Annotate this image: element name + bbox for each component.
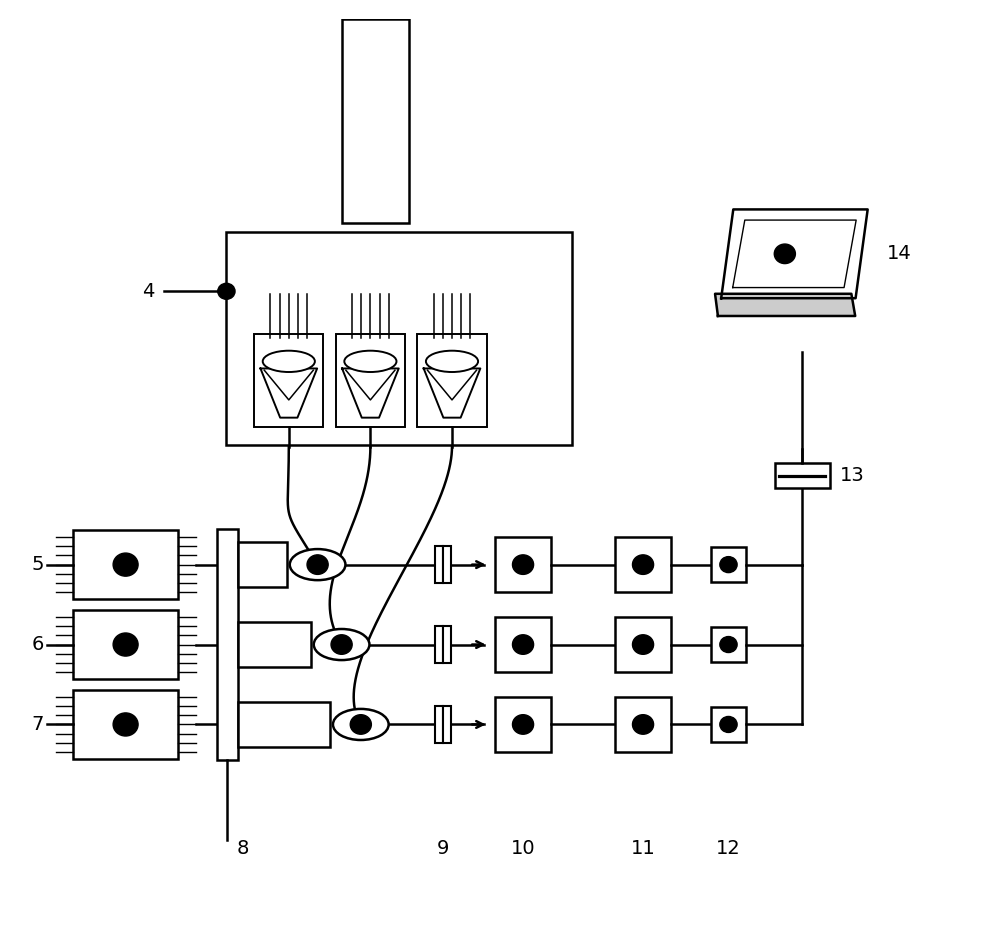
Bar xyxy=(217,529,238,760)
Text: 13: 13 xyxy=(840,466,865,486)
Circle shape xyxy=(113,553,138,576)
Bar xyxy=(336,334,405,427)
Bar xyxy=(495,537,551,592)
Circle shape xyxy=(720,636,737,652)
Ellipse shape xyxy=(344,351,396,372)
Bar xyxy=(435,546,443,584)
Bar xyxy=(238,542,287,586)
Bar xyxy=(443,546,451,584)
Bar xyxy=(417,334,487,427)
Bar xyxy=(443,706,451,743)
Text: 5: 5 xyxy=(32,555,44,574)
Bar xyxy=(711,707,746,742)
Bar xyxy=(615,697,671,752)
Polygon shape xyxy=(721,209,868,298)
Ellipse shape xyxy=(290,549,345,580)
Bar xyxy=(73,690,178,759)
Circle shape xyxy=(720,717,737,733)
Bar xyxy=(615,617,671,672)
Bar xyxy=(435,706,443,743)
Ellipse shape xyxy=(314,629,369,660)
Bar xyxy=(435,626,443,663)
Bar xyxy=(238,702,330,746)
Circle shape xyxy=(632,635,654,654)
Circle shape xyxy=(113,633,138,656)
Bar xyxy=(73,610,178,679)
Bar xyxy=(711,547,746,583)
Ellipse shape xyxy=(263,351,315,372)
Text: 9: 9 xyxy=(437,839,450,858)
Bar xyxy=(443,626,451,663)
Circle shape xyxy=(632,715,654,734)
Bar xyxy=(238,623,311,667)
Circle shape xyxy=(512,555,534,574)
Polygon shape xyxy=(715,294,855,316)
Text: 11: 11 xyxy=(631,839,655,858)
Ellipse shape xyxy=(333,709,389,740)
Circle shape xyxy=(632,555,654,574)
Bar xyxy=(226,231,572,445)
Bar xyxy=(711,627,746,662)
Text: 7: 7 xyxy=(32,715,44,734)
Circle shape xyxy=(350,715,371,734)
Text: 12: 12 xyxy=(716,839,741,858)
Circle shape xyxy=(512,635,534,654)
Text: 8: 8 xyxy=(237,839,249,858)
Bar xyxy=(254,334,323,427)
Ellipse shape xyxy=(426,351,478,372)
Circle shape xyxy=(774,244,795,264)
Circle shape xyxy=(331,635,352,654)
Text: 14: 14 xyxy=(887,244,912,264)
Bar xyxy=(73,530,178,599)
Bar xyxy=(342,18,409,223)
Bar xyxy=(495,617,551,672)
Circle shape xyxy=(512,715,534,734)
Bar xyxy=(495,697,551,752)
Text: 4: 4 xyxy=(142,282,154,301)
Circle shape xyxy=(720,557,737,573)
Bar xyxy=(615,537,671,592)
Text: 6: 6 xyxy=(32,635,44,654)
Circle shape xyxy=(113,713,138,736)
Circle shape xyxy=(218,283,235,300)
Circle shape xyxy=(307,555,328,574)
Text: 10: 10 xyxy=(511,839,535,858)
Bar xyxy=(775,463,830,488)
